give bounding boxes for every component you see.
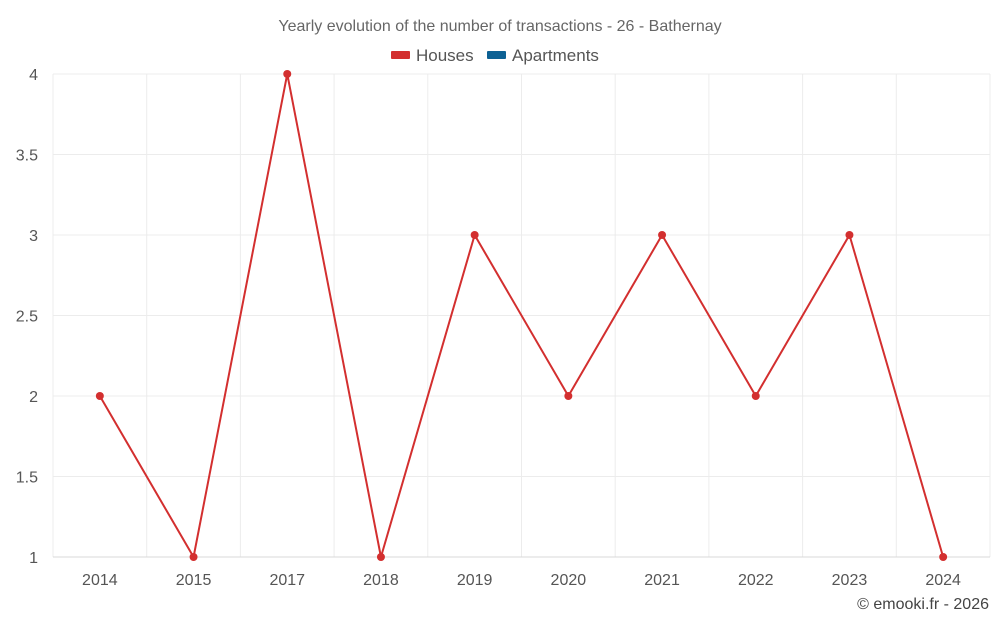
x-tick-label: 2018 bbox=[363, 572, 399, 589]
data-point-houses[interactable] bbox=[376, 553, 385, 561]
data-point-houses[interactable] bbox=[564, 392, 573, 400]
x-tick-label: 2014 bbox=[82, 572, 118, 589]
data-point-houses[interactable] bbox=[470, 231, 479, 239]
x-tick-label: 2023 bbox=[832, 572, 868, 589]
x-tick-label: 2021 bbox=[644, 572, 680, 589]
legend-label-houses[interactable]: Houses bbox=[416, 46, 474, 65]
data-point-houses[interactable] bbox=[939, 553, 948, 561]
x-tick-label: 2022 bbox=[738, 572, 774, 589]
series-line-houses bbox=[98, 73, 945, 558]
legend: Houses Apartments bbox=[391, 46, 599, 65]
series-layer bbox=[95, 70, 948, 561]
x-tick-label: 2024 bbox=[925, 572, 961, 589]
data-point-houses[interactable] bbox=[95, 392, 104, 400]
y-tick-label: 3 bbox=[29, 228, 38, 245]
data-point-houses[interactable] bbox=[189, 553, 198, 561]
x-tick-label: 2015 bbox=[176, 572, 212, 589]
x-tick-label: 2020 bbox=[551, 572, 587, 589]
legend-label-apartments[interactable]: Apartments bbox=[512, 46, 599, 65]
y-tick-label: 1 bbox=[29, 550, 38, 567]
x-tick-label: 2019 bbox=[457, 572, 493, 589]
data-point-houses[interactable] bbox=[283, 70, 292, 78]
y-tick-label: 2.5 bbox=[16, 309, 38, 326]
y-tick-label: 3.5 bbox=[16, 148, 38, 165]
y-tick-label: 1.5 bbox=[16, 470, 38, 487]
data-point-houses[interactable] bbox=[658, 231, 667, 239]
credit-text: © emooki.fr - 2026 bbox=[857, 596, 989, 613]
chart-title: Yearly evolution of the number of transa… bbox=[278, 18, 721, 35]
legend-swatch-apartments[interactable] bbox=[487, 51, 506, 59]
data-point-houses[interactable] bbox=[751, 392, 760, 400]
y-tick-label: 4 bbox=[29, 67, 38, 84]
x-tick-label: 2017 bbox=[269, 572, 305, 589]
data-point-houses[interactable] bbox=[845, 231, 854, 239]
y-tick-label: 2 bbox=[29, 389, 38, 406]
legend-swatch-houses[interactable] bbox=[391, 51, 410, 59]
y-axis-ticks: 1 1.5 2 2.5 3 3.5 4 bbox=[16, 67, 38, 567]
x-axis-ticks: 2014 2015 2017 2018 2019 2020 2021 2022 2023 2024 bbox=[82, 572, 961, 589]
